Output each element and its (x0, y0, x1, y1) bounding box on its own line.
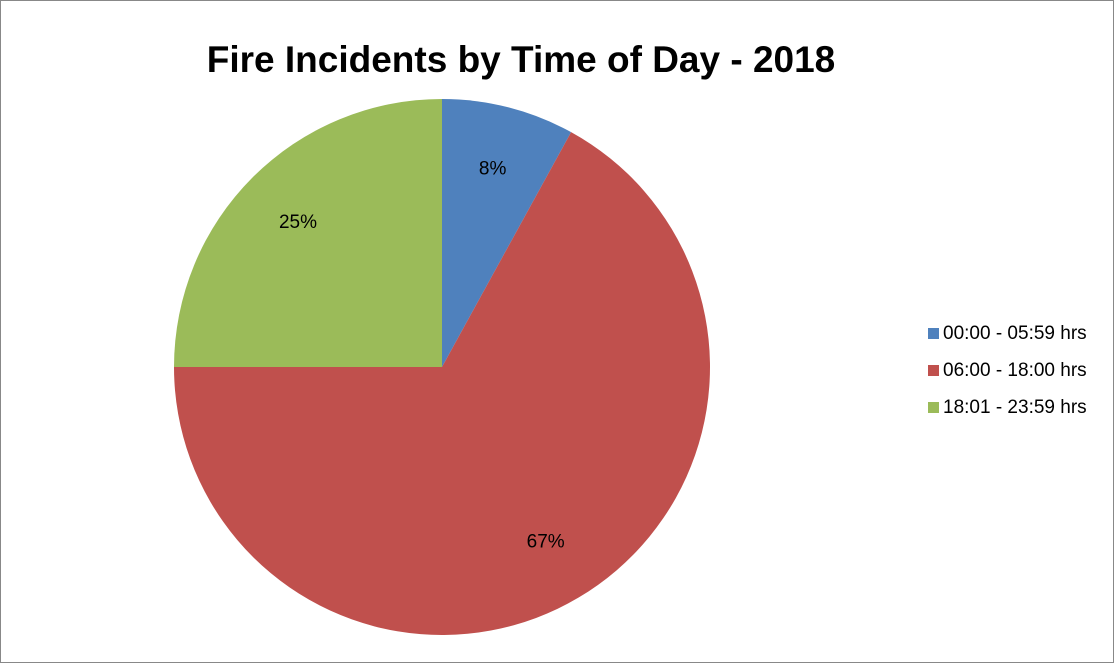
slice-data-label: 8% (479, 159, 507, 180)
legend: 00:00 - 05:59 hrs 06:00 - 18:00 hrs 18:01 … (928, 322, 1087, 433)
legend-label: 00:00 - 05:59 hrs (943, 322, 1087, 344)
pie-slice-1 (442, 99, 572, 367)
slice-data-label: 25% (279, 212, 317, 233)
slice-data-label: 67% (527, 531, 565, 552)
legend-item: 18:01 - 23:59 hrs (928, 396, 1087, 419)
legend-item: 00:00 - 05:59 hrs (928, 322, 1087, 345)
legend-swatch (928, 402, 939, 413)
legend-swatch (928, 365, 939, 376)
pie-slice-3 (174, 99, 442, 367)
legend-item: 06:00 - 18:00 hrs (928, 359, 1087, 382)
pie-slice-2 (174, 132, 711, 636)
legend-swatch (928, 328, 939, 339)
chart-title: Fire Incidents by Time of Day - 2018 (206, 39, 836, 80)
legend-label: 18:01 - 23:59 hrs (943, 396, 1087, 418)
legend-label: 06:00 - 18:00 hrs (943, 359, 1087, 381)
